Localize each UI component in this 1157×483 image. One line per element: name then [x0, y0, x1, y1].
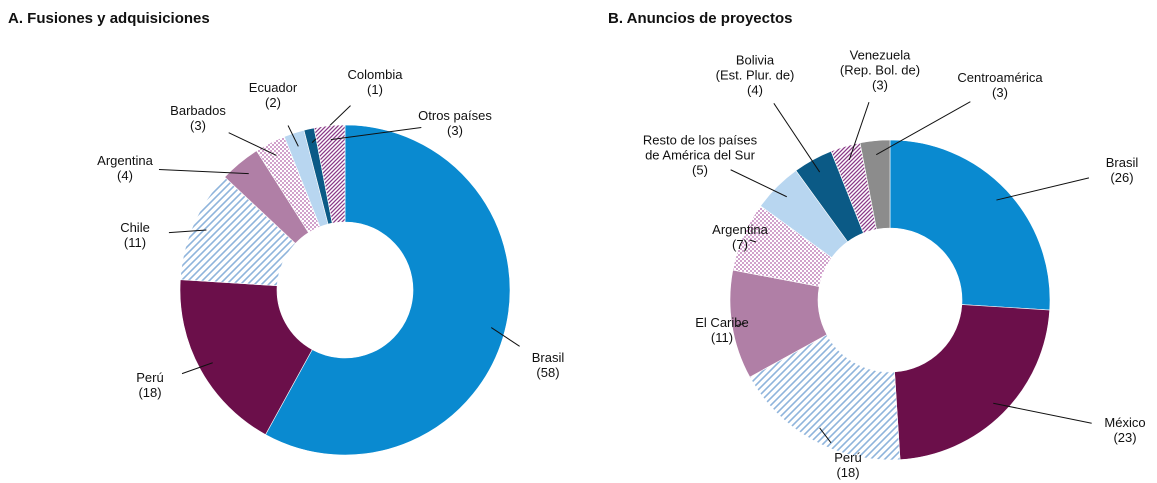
donut-slice — [859, 139, 891, 230]
slice-label: Centroamérica (3) — [957, 70, 1042, 100]
slice-label: Barbados (3) — [170, 103, 226, 133]
slice-value: (3) — [872, 77, 888, 93]
leader-line — [819, 427, 832, 444]
leader-line — [749, 239, 757, 243]
chart-title: A. Fusiones y adquisiciones — [8, 10, 210, 27]
slice-value: (23) — [1113, 430, 1137, 445]
slice-name: Chile — [120, 220, 150, 235]
slice-value: (26) — [1110, 170, 1134, 185]
donut-slice — [179, 279, 313, 435]
slice-name: Centroamérica — [957, 70, 1043, 85]
slice-name: Bolivia (Est. Plur. de) — [715, 52, 795, 83]
slice-name: Resto de los países de América del Sur — [642, 132, 758, 163]
chart-title: B. Anuncios de proyectos — [608, 10, 793, 27]
slice-name: Argentina — [97, 153, 153, 168]
slice-name: Perú — [136, 370, 164, 385]
slice-name: Barbados — [170, 103, 226, 118]
leader-line — [181, 362, 213, 375]
leader-line — [330, 127, 422, 141]
leader-line — [876, 101, 971, 156]
slice-label: Colombia (1) — [348, 67, 403, 97]
slice-label: El Caribe (11) — [695, 315, 748, 345]
leader-line — [993, 402, 1092, 424]
slice-name: Brasil — [531, 350, 565, 365]
leader-line — [996, 177, 1090, 201]
leader-line — [848, 102, 870, 160]
slice-label: Chile (11) — [120, 220, 150, 250]
slice-label: Perú (18) — [136, 370, 163, 400]
slice-name: Ecuador — [248, 80, 298, 95]
slice-name: Colombia — [347, 67, 403, 82]
donut-slice — [749, 334, 901, 461]
slice-name: Argentina — [712, 222, 768, 237]
donut-slice — [894, 304, 1050, 461]
slice-label: Brasil (26) — [1106, 155, 1139, 185]
slice-name: El Caribe — [695, 315, 749, 330]
leader-line — [773, 103, 821, 173]
leader-line — [730, 169, 787, 198]
leader-line — [228, 132, 277, 156]
slice-label: México (23) — [1104, 415, 1145, 445]
slice-label: Otros países (3) — [418, 108, 492, 138]
leader-line — [490, 327, 520, 347]
slice-value: (18) — [836, 465, 860, 480]
slice-value: (3) — [447, 123, 463, 138]
slice-label: Brasil (58) — [532, 350, 565, 380]
slice-value: (11) — [123, 235, 147, 250]
donut-slice — [313, 124, 346, 224]
leader-line — [736, 322, 746, 327]
slice-label: Resto de los países de América del Sur (5… — [643, 133, 757, 178]
slice-label: Venezuela (Rep. Bol. de) (3) — [840, 48, 920, 93]
slice-value: (11) — [710, 330, 734, 345]
donut-slice — [265, 124, 511, 456]
slice-name: Brasil — [1105, 155, 1139, 170]
slice-label: Ecuador (2) — [249, 80, 297, 110]
slice-value: (2) — [265, 95, 281, 110]
donut-slice — [889, 139, 1051, 311]
slice-value: (4) — [117, 168, 133, 183]
slice-name: Venezuela (Rep. Bol. de) — [839, 47, 921, 78]
leader-line — [158, 169, 249, 175]
slice-label: Argentina (7) — [712, 222, 768, 252]
slice-value: (1) — [367, 82, 383, 97]
leader-line — [168, 229, 207, 234]
slice-label: Argentina (4) — [97, 153, 153, 183]
slice-value: (18) — [138, 385, 162, 400]
slice-value: (7) — [732, 237, 748, 252]
slice-name: Otros países — [418, 108, 492, 123]
slice-value: (4) — [747, 82, 763, 98]
leader-line — [287, 125, 299, 147]
slice-label: Perú (18) — [834, 450, 861, 480]
slice-name: Perú — [834, 450, 862, 465]
slice-name: México — [1104, 415, 1146, 430]
slice-label: Bolivia (Est. Plur. de) (4) — [716, 53, 795, 98]
slice-value: (3) — [190, 118, 206, 133]
slice-value: (58) — [536, 365, 560, 380]
slice-value: (3) — [992, 85, 1008, 100]
slice-value: (5) — [692, 162, 708, 178]
